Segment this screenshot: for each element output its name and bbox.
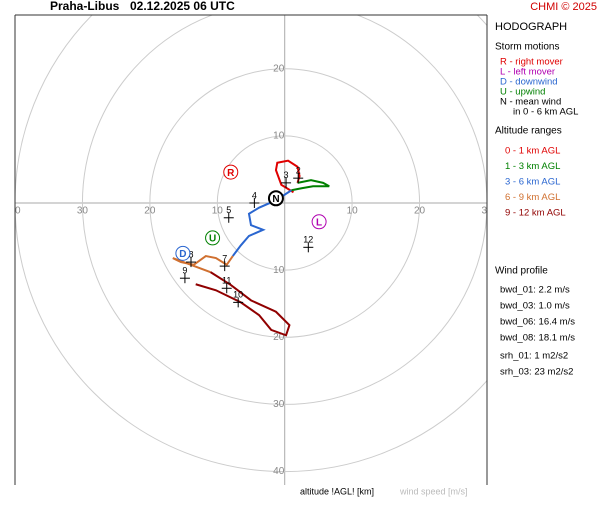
ring: [149, 68, 421, 338]
storm-legend: in 0 - 6 km AGL: [513, 107, 578, 118]
altitude-marker: [221, 283, 232, 294]
storm-legend: D - downwind: [500, 77, 558, 88]
wind-line: bwd_08: 18.1 m/s: [500, 333, 575, 344]
altitude-label: 5: [226, 205, 231, 215]
storm-marker: [311, 214, 327, 230]
ring-label: 30: [273, 399, 285, 410]
speed-label: wind speed [m/s]: [399, 486, 468, 496]
chart-title: HODOGRAPH: [495, 21, 567, 33]
wind-line: srh_03: 23 m2/s2: [500, 367, 573, 378]
storm-marker: [175, 245, 191, 261]
storm-symbol: L: [316, 217, 322, 228]
altitude-marker: [179, 273, 190, 284]
altitude-marker: [303, 242, 314, 253]
wind-line: bwd_06: 16.4 m/s: [500, 317, 575, 328]
station: Praha-Libus: [50, 0, 120, 13]
ring-label: 20: [273, 332, 285, 343]
altitude-marker: [233, 297, 244, 308]
datetime: 02.12.2025 06 UTC: [130, 0, 235, 13]
storm-legend: N - mean wind: [500, 97, 561, 108]
altitude-marker: [281, 177, 292, 188]
altitude-marker: [185, 257, 196, 268]
ring: [15, 15, 487, 472]
wind-title: Wind profile: [495, 266, 548, 277]
altitude-label: 7: [222, 253, 227, 263]
storm-symbol: U: [209, 234, 216, 245]
altitude-marker: [219, 261, 230, 272]
altitude-legend: 0 - 1 km AGL: [505, 146, 560, 157]
hodograph-line: [274, 159, 301, 194]
altitude-legend: 3 - 6 km AGL: [505, 177, 560, 188]
ring: [81, 15, 487, 405]
ring-label: 10: [273, 265, 285, 276]
ring-label: 40: [9, 206, 21, 217]
altitude-legend: 9 - 12 km AGL: [505, 208, 566, 219]
storm-legend: R - right mover: [500, 57, 563, 68]
storm-marker: [205, 230, 221, 246]
ring-label: 20: [144, 206, 156, 217]
altitude-label: 3: [284, 170, 289, 180]
altitude-label: 4: [252, 190, 257, 200]
altitude-label: 11: [222, 276, 231, 286]
ring: [216, 135, 353, 271]
overlay: [14, 14, 488, 485]
credit: CHMI © 2025: [530, 1, 597, 13]
hodograph-line: [291, 179, 330, 192]
altitude-legend: 6 - 9 km AGL: [505, 192, 560, 203]
storm-legend: L - left mover: [500, 67, 555, 78]
ring-label: 30: [77, 206, 89, 217]
altitude-label: 8: [188, 249, 193, 259]
altitude-marker: [293, 173, 304, 184]
storm-marker: [267, 190, 284, 207]
wind-line: bwd_03: 1.0 m/s: [500, 301, 570, 312]
ring-label: 20: [273, 63, 285, 74]
wind-line: bwd_01: 2.2 m/s: [500, 285, 570, 296]
hodograph-line: [195, 271, 291, 337]
altitude-legend: 1 - 3 km AGL: [505, 161, 560, 172]
ring-label: 30: [481, 206, 493, 217]
altitude-marker: [249, 198, 260, 208]
storm-symbol: D: [179, 249, 186, 260]
altitude-label: 12: [303, 235, 313, 245]
x-label: altitude !AGL! [km]: [300, 486, 374, 496]
wind-line: srh_01: 1 m2/s2: [500, 351, 568, 362]
storm-symbol: N: [272, 194, 279, 205]
ring-label: 40: [273, 466, 285, 477]
altitude-marker: [223, 212, 234, 223]
ring-label: 20: [414, 206, 426, 217]
plot: 101010102020202030303040402345789101112R…: [9, 15, 493, 485]
storm-symbol: R: [227, 168, 235, 179]
altitude-label: 10: [233, 290, 243, 300]
ring-label: 10: [212, 206, 224, 217]
ring-label: 10: [273, 130, 285, 141]
storm-title: Storm motions: [495, 42, 559, 53]
altitude-title: Altitude ranges: [495, 126, 562, 137]
altitude-label: 2: [296, 166, 301, 176]
ring-label: 10: [347, 206, 359, 217]
altitude-label: 9: [182, 266, 187, 276]
storm-legend: U - upwind: [500, 87, 545, 98]
storm-marker: [223, 164, 239, 180]
